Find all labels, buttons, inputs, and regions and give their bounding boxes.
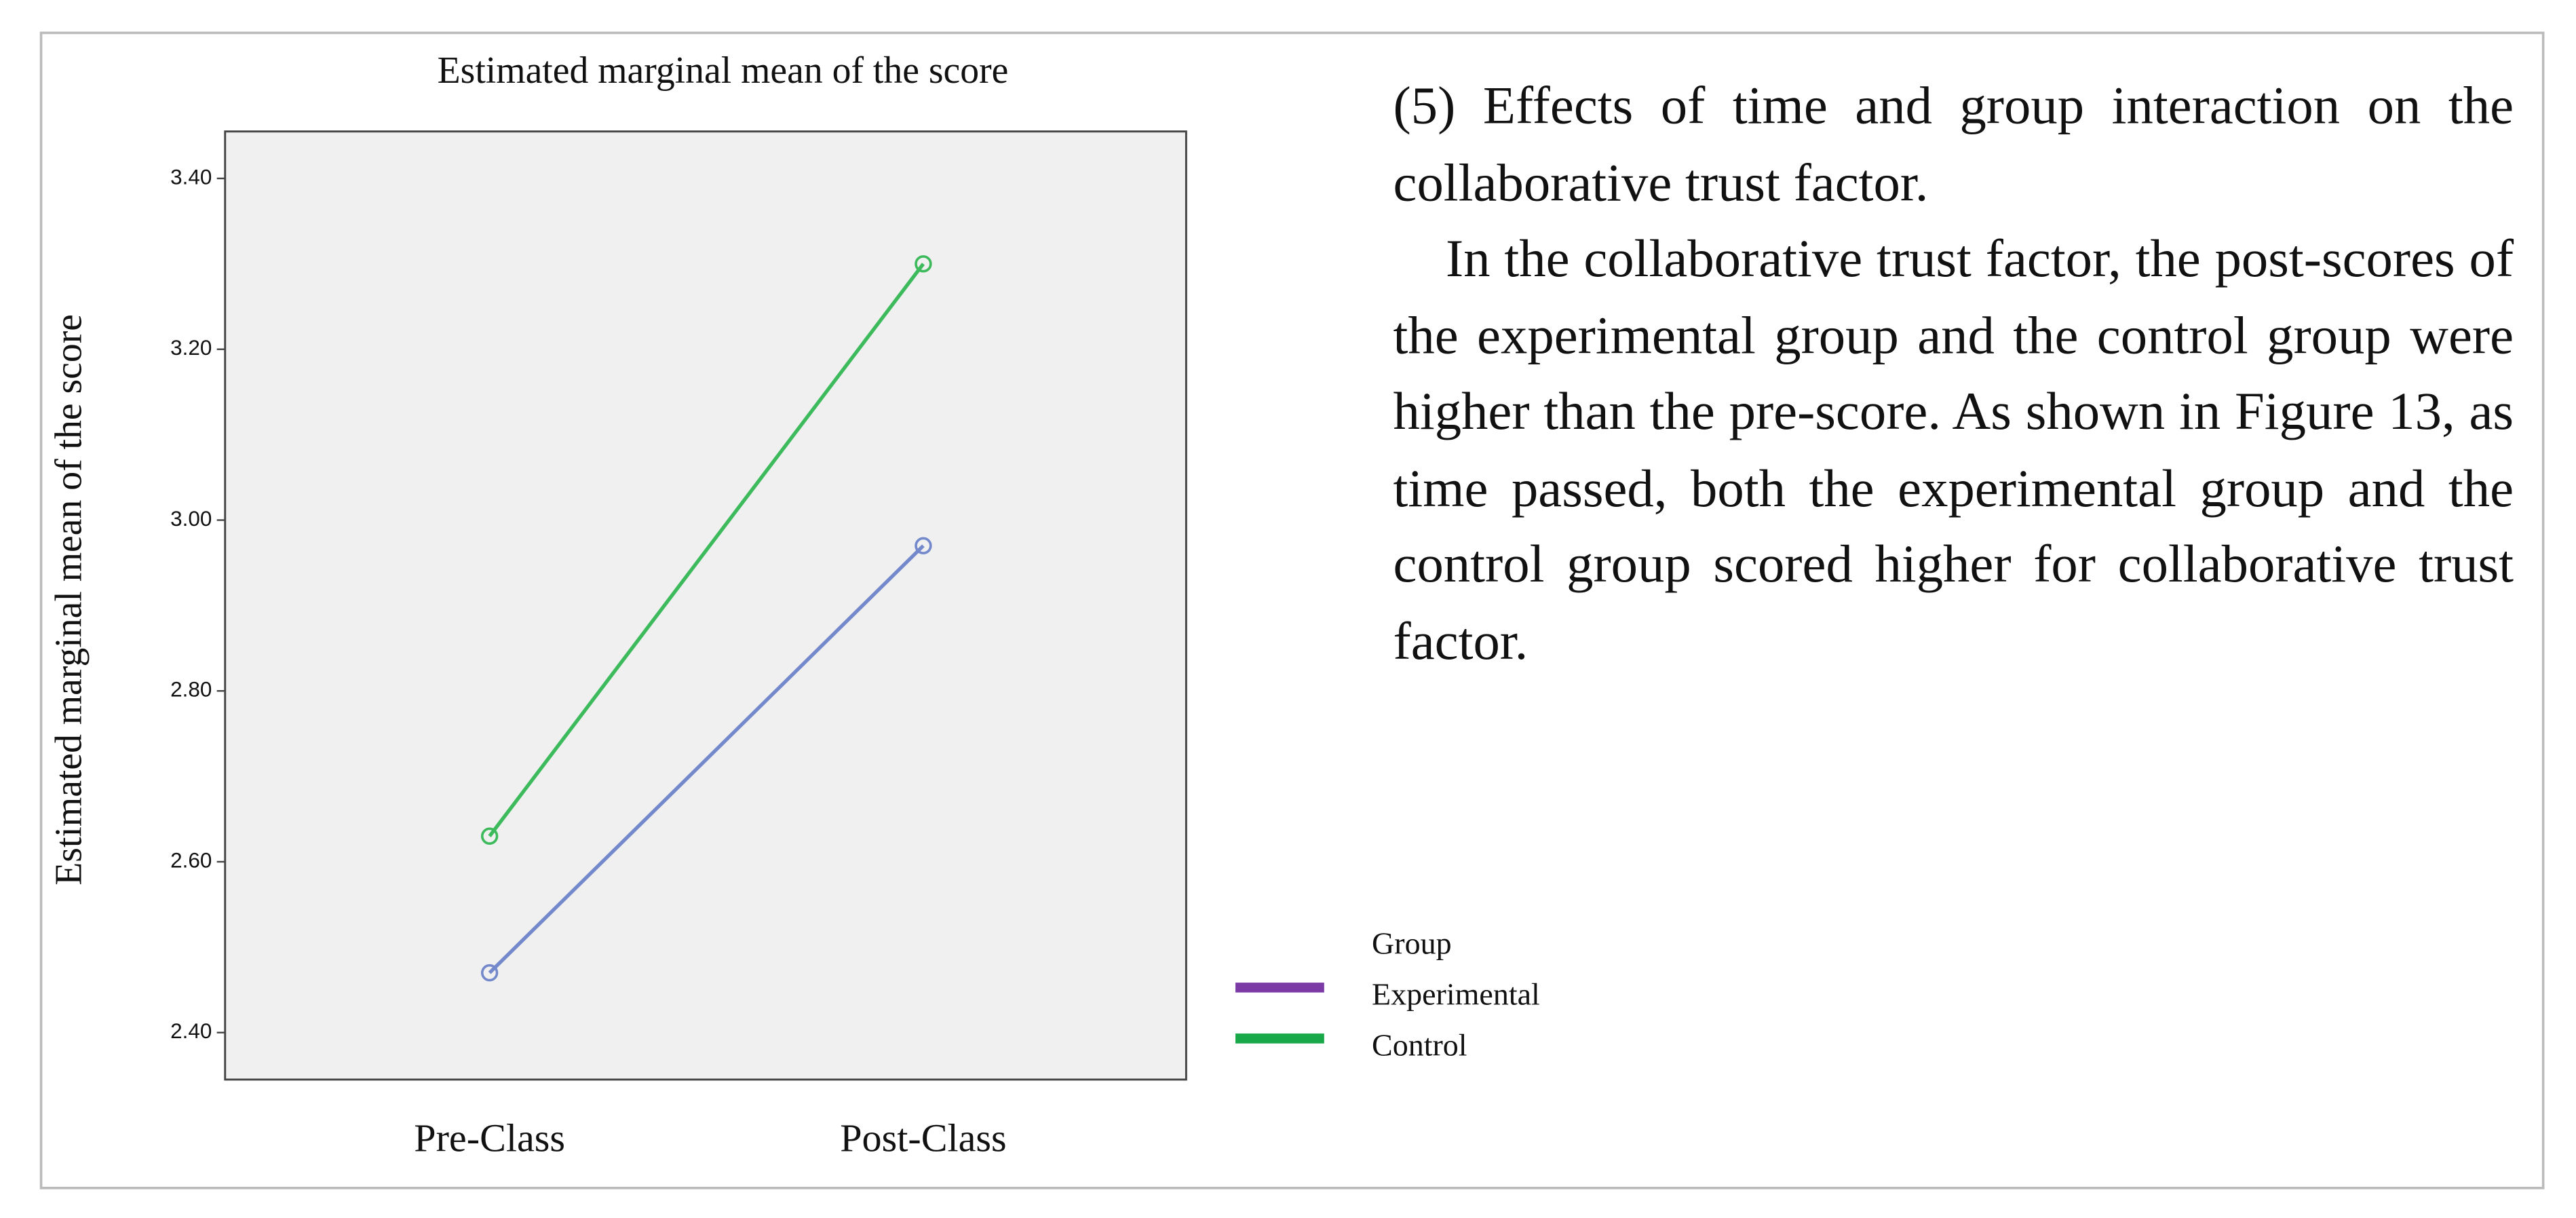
legend-label: Control	[1372, 1028, 1467, 1063]
point	[915, 537, 932, 554]
legend-label: Experimental	[1372, 976, 1540, 1011]
plot-area	[224, 130, 1187, 1081]
x-tick-label: Pre-Class	[414, 1116, 565, 1160]
series-line	[488, 544, 925, 974]
legend-title: Group	[1372, 926, 1452, 960]
point	[480, 964, 499, 982]
x-tick-label: Post-Class	[840, 1116, 1006, 1160]
paragraph: In the collaborative trust factor, the p…	[1393, 230, 2514, 672]
frame	[39, 31, 2545, 1190]
heading: (5) Effects of time and group interactio…	[1393, 77, 2514, 213]
y-tick-label: 3.40	[170, 165, 212, 189]
y-tick-label: 3.00	[170, 507, 212, 531]
y-tick-label: 3.20	[170, 336, 212, 360]
point	[915, 255, 932, 273]
y-tick-label: 2.80	[170, 678, 212, 702]
text-block: (5) Effects of time and group interactio…	[1393, 69, 2514, 681]
y-tick-label: 2.60	[170, 848, 212, 872]
y-axis-title: Estimated marginal mean of the score	[47, 314, 90, 886]
chart-title: Estimated marginal mean of the score	[438, 50, 1009, 92]
series-line	[488, 263, 925, 837]
y-tick-label: 2.40	[170, 1019, 212, 1043]
point	[480, 827, 499, 845]
